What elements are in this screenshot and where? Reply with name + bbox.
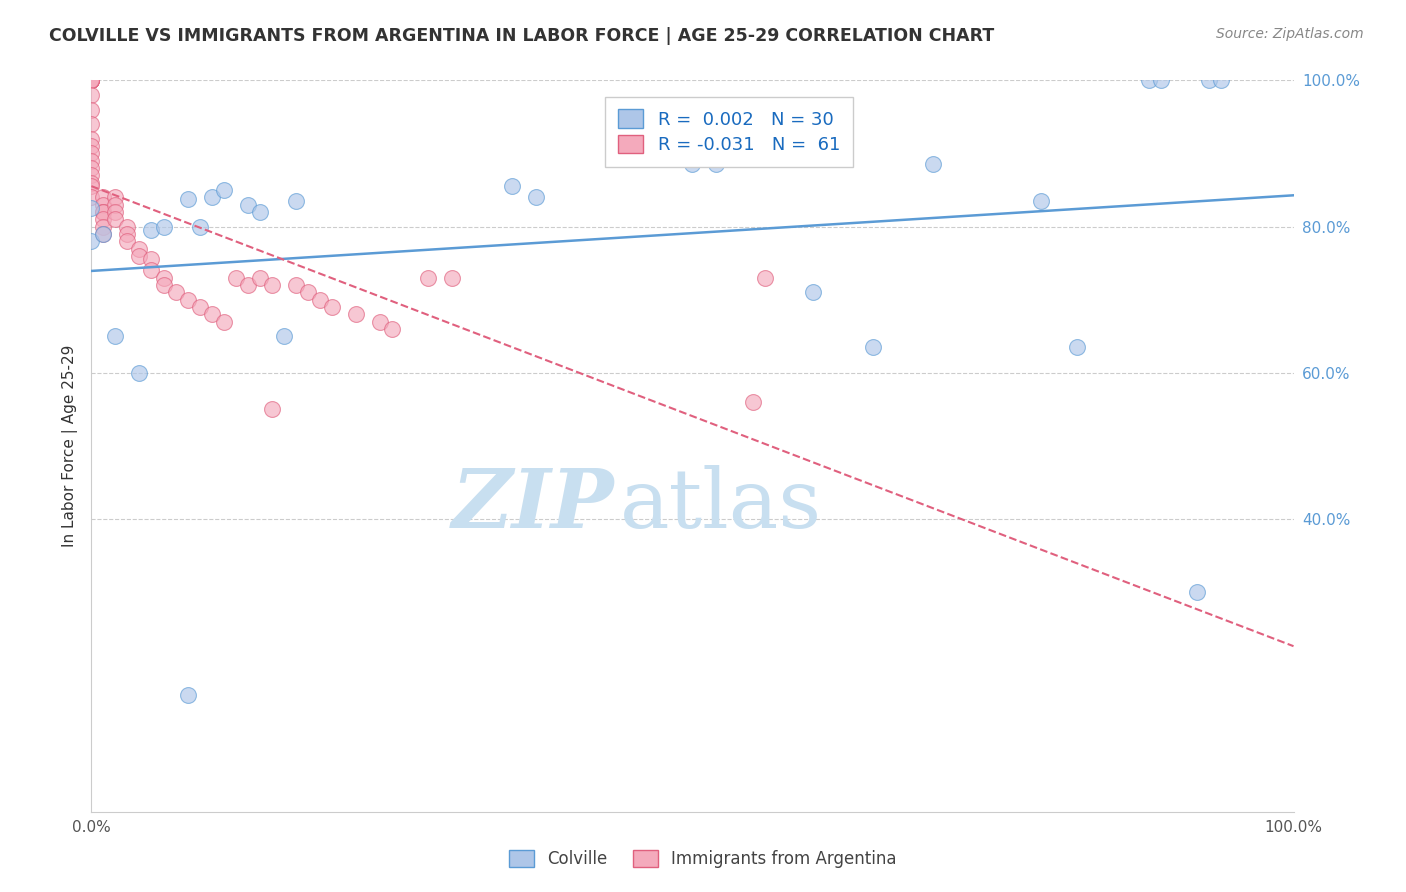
Point (80, 117, 103, 131)
Point (524, 190, 547, 204)
Point (93, 227, 115, 241)
Point (80, 139, 103, 153)
Point (80, 73, 103, 87)
Point (176, 192, 198, 206)
Point (80, 132, 103, 146)
Point (80, 73, 103, 87)
Point (152, 278, 174, 293)
Point (201, 307, 224, 321)
Point (754, 270, 776, 285)
Point (741, 395, 763, 409)
Point (104, 205, 127, 219)
Point (249, 270, 271, 285)
Point (1198, 73, 1220, 87)
Point (212, 183, 235, 197)
Point (501, 179, 523, 194)
Point (80, 179, 103, 194)
Point (284, 278, 307, 293)
Point (188, 219, 211, 234)
Point (681, 157, 703, 171)
Point (801, 285, 824, 300)
Point (1150, 73, 1173, 87)
Point (80, 146, 103, 161)
Point (80, 87, 103, 102)
Point (1029, 194, 1052, 208)
Point (260, 278, 283, 293)
Text: COLVILLE VS IMMIGRANTS FROM ARGENTINA IN LABOR FORCE | AGE 25-29 CORRELATION CHA: COLVILLE VS IMMIGRANTS FROM ARGENTINA IN… (49, 27, 994, 45)
Point (141, 252, 163, 267)
Point (80, 161, 103, 175)
Point (862, 340, 884, 354)
Point (93, 190, 115, 204)
Point (93, 197, 115, 211)
Point (80, 73, 103, 87)
Point (80, 103, 103, 117)
Point (80, 73, 103, 87)
Point (249, 205, 271, 219)
Point (297, 285, 319, 300)
Point (344, 307, 367, 321)
Point (260, 402, 283, 417)
Point (416, 270, 439, 285)
Y-axis label: In Labor Force | Age 25-29: In Labor Force | Age 25-29 (62, 345, 77, 547)
Point (128, 249, 150, 263)
Point (104, 212, 127, 227)
Point (80, 234, 103, 248)
Text: ZIP: ZIP (451, 465, 614, 544)
Point (321, 300, 343, 314)
Point (1187, 585, 1209, 599)
Point (93, 205, 115, 219)
Point (93, 205, 115, 219)
Point (117, 234, 139, 248)
Point (152, 270, 174, 285)
Point (176, 688, 198, 702)
Point (80, 73, 103, 87)
Point (152, 219, 174, 234)
Text: atlas: atlas (620, 465, 823, 544)
Point (117, 227, 139, 241)
Point (368, 315, 391, 329)
Point (80, 202, 103, 216)
Point (80, 73, 103, 87)
Point (1137, 73, 1160, 87)
Point (225, 270, 247, 285)
Point (706, 157, 728, 171)
Point (176, 293, 198, 307)
Point (80, 176, 103, 190)
Point (188, 300, 211, 314)
Point (80, 73, 103, 87)
Legend: R =  0.002   N = 30, R = -0.031   N =  61: R = 0.002 N = 30, R = -0.031 N = 61 (606, 96, 852, 167)
Point (381, 322, 404, 336)
Point (201, 190, 224, 204)
Point (1211, 73, 1233, 87)
Point (284, 194, 307, 208)
Point (104, 197, 127, 211)
Point (141, 223, 163, 237)
Point (80, 153, 103, 168)
Point (273, 329, 295, 343)
Point (236, 278, 259, 293)
Point (165, 285, 187, 300)
Point (440, 270, 463, 285)
Point (93, 227, 115, 241)
Point (308, 293, 330, 307)
Point (236, 197, 259, 211)
Point (93, 219, 115, 234)
Point (93, 212, 115, 227)
Point (80, 73, 103, 87)
Point (212, 315, 235, 329)
Point (128, 366, 150, 380)
Point (117, 219, 139, 234)
Point (1066, 340, 1088, 354)
Point (104, 190, 127, 204)
Point (141, 263, 163, 277)
Point (80, 190, 103, 204)
Point (80, 169, 103, 183)
Text: Source: ZipAtlas.com: Source: ZipAtlas.com (1216, 27, 1364, 41)
Point (922, 157, 945, 171)
Point (128, 242, 150, 256)
Point (104, 329, 127, 343)
Legend: Colville, Immigrants from Argentina: Colville, Immigrants from Argentina (502, 843, 904, 875)
